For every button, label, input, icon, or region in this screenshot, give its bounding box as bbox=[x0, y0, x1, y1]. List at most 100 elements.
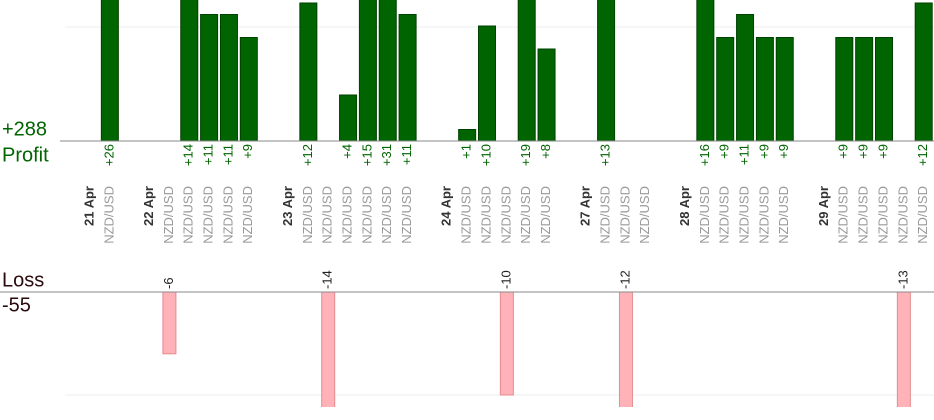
profit-bar bbox=[299, 2, 318, 141]
pair-label: NZD/USD bbox=[875, 186, 890, 244]
profit-value-label: +9 bbox=[856, 144, 871, 159]
profit-value-label: +15 bbox=[359, 144, 374, 166]
loss-bar bbox=[162, 292, 177, 355]
loss-value-label: -12 bbox=[617, 270, 632, 289]
profit-value-label: +9 bbox=[776, 144, 791, 159]
profit-value-label: +9 bbox=[875, 144, 890, 159]
profit-bar bbox=[537, 48, 556, 141]
pair-label: NZD/USD bbox=[161, 186, 176, 244]
pair-label: NZD/USD bbox=[478, 186, 493, 244]
profit-value-label: +12 bbox=[300, 144, 315, 166]
profit-value-label: +11 bbox=[220, 144, 235, 165]
pair-label: NZD/USD bbox=[776, 186, 791, 244]
pair-label: NZD/USD bbox=[756, 186, 771, 244]
profit-bar bbox=[517, 0, 536, 141]
loss-value-label: -6 bbox=[161, 277, 176, 289]
profit-bar bbox=[835, 37, 854, 141]
pair-label: NZD/USD bbox=[637, 186, 652, 244]
loss-value-label: -10 bbox=[498, 270, 513, 289]
profit-bar bbox=[180, 0, 199, 141]
profit-bar bbox=[458, 129, 477, 141]
profit-bar bbox=[597, 0, 616, 141]
pair-label: NZD/USD bbox=[538, 186, 553, 244]
profit-bar bbox=[775, 37, 794, 141]
profit-bar bbox=[755, 37, 774, 141]
pair-label: NZD/USD bbox=[736, 186, 751, 244]
day-label: 27 Apr bbox=[578, 186, 593, 226]
profit-bar bbox=[100, 0, 119, 141]
profit-value-label: +11 bbox=[399, 144, 414, 165]
pair-label: NZD/USD bbox=[598, 186, 613, 244]
profit-value-label: +1 bbox=[459, 144, 474, 159]
profit-bar bbox=[736, 14, 755, 141]
pair-label: NZD/USD bbox=[895, 186, 910, 244]
pair-label: NZD/USD bbox=[518, 186, 533, 244]
day-label: 28 Apr bbox=[677, 186, 692, 226]
profit-value-label: +9 bbox=[240, 144, 255, 159]
pair-label: NZD/USD bbox=[300, 186, 315, 244]
pair-label: NZD/USD bbox=[240, 186, 255, 244]
day-label: 23 Apr bbox=[280, 186, 295, 226]
pair-label: NZD/USD bbox=[201, 186, 216, 244]
profit-value-label: +11 bbox=[736, 144, 751, 165]
day-label: 24 Apr bbox=[439, 186, 454, 226]
pair-label: NZD/USD bbox=[220, 186, 235, 244]
profit-value-label: +8 bbox=[538, 144, 553, 159]
pair-label: NZD/USD bbox=[339, 186, 354, 244]
profit-value-label: +11 bbox=[201, 144, 216, 165]
loss-value-label: -13 bbox=[895, 270, 910, 289]
profit-value-label: +13 bbox=[598, 144, 613, 166]
loss-total: -55 bbox=[2, 294, 31, 316]
pair-label: NZD/USD bbox=[856, 186, 871, 244]
day-label: 22 Apr bbox=[141, 186, 156, 226]
pair-label: NZD/USD bbox=[320, 186, 335, 244]
profit-bar bbox=[339, 94, 358, 141]
pair-label: NZD/USD bbox=[697, 186, 712, 244]
profit-bar bbox=[398, 14, 417, 141]
profit-value-label: +26 bbox=[101, 144, 116, 166]
pair-label: NZD/USD bbox=[498, 186, 513, 244]
profit-bar bbox=[696, 0, 715, 141]
loss-value-label: -14 bbox=[320, 270, 335, 289]
profit-value-label: +9 bbox=[717, 144, 732, 159]
profit-value-label: +14 bbox=[181, 144, 196, 166]
pair-label: NZD/USD bbox=[617, 186, 632, 244]
loss-bar bbox=[618, 292, 633, 407]
profit-value-label: +12 bbox=[915, 144, 930, 166]
profit-total: +288 bbox=[2, 118, 47, 140]
loss-bar bbox=[499, 292, 514, 396]
pair-label: NZD/USD bbox=[181, 186, 196, 244]
pair-label: NZD/USD bbox=[915, 186, 930, 244]
pair-label: NZD/USD bbox=[717, 186, 732, 244]
profit-bar bbox=[716, 37, 735, 141]
loss-bar bbox=[896, 292, 911, 407]
pair-label: NZD/USD bbox=[459, 186, 474, 244]
pair-label: NZD/USD bbox=[836, 186, 851, 244]
day-label: 21 Apr bbox=[81, 186, 96, 226]
pair-label: NZD/USD bbox=[399, 186, 414, 244]
profit-bar bbox=[378, 0, 397, 141]
profit-bar bbox=[478, 25, 496, 141]
profit-bars bbox=[100, 0, 933, 141]
profit-bar bbox=[914, 2, 933, 141]
profit-value-label: +19 bbox=[518, 144, 533, 166]
loss-bar bbox=[321, 292, 336, 407]
profit-value-label: +31 bbox=[379, 144, 394, 166]
profit-bar bbox=[200, 14, 219, 141]
profit-bar bbox=[219, 14, 238, 141]
profit-value-label: +16 bbox=[697, 144, 712, 166]
profit-value-label: +4 bbox=[339, 144, 354, 159]
pair-label: NZD/USD bbox=[379, 186, 394, 244]
profit-bar bbox=[855, 37, 874, 141]
profit-bar bbox=[875, 37, 893, 141]
profit-value-label: +9 bbox=[756, 144, 771, 159]
profit-value-label: +9 bbox=[836, 144, 851, 159]
profit-label: Profit bbox=[2, 144, 49, 166]
day-label: 29 Apr bbox=[816, 186, 831, 226]
pair-label: NZD/USD bbox=[101, 186, 116, 244]
profit-value-label: +10 bbox=[478, 144, 493, 166]
profit-bar bbox=[239, 37, 258, 141]
profit-bar bbox=[358, 0, 377, 141]
pair-label: NZD/USD bbox=[359, 186, 374, 244]
